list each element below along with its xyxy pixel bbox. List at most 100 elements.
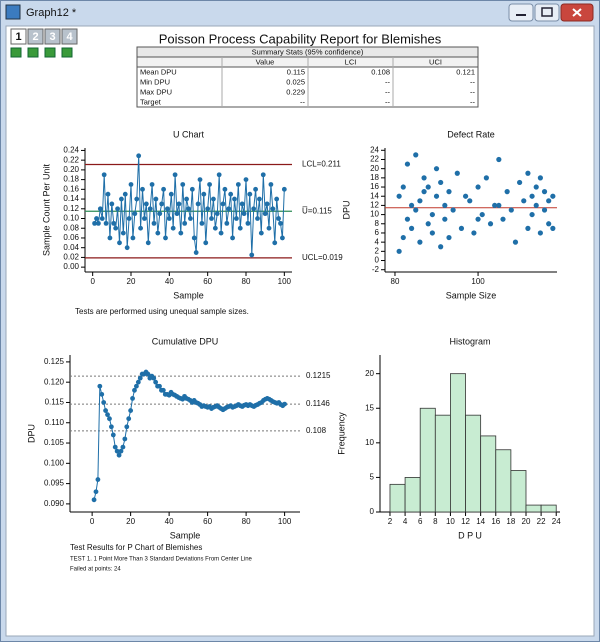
data-point <box>237 225 243 231</box>
y-tick-label: 0.22 <box>63 155 79 164</box>
data-point <box>508 207 514 213</box>
table-caption: Summary Stats (95% confidence) <box>252 47 364 56</box>
data-point <box>529 211 535 218</box>
data-point <box>136 153 142 159</box>
reference-line-label: 0.1146 <box>306 399 330 408</box>
data-point <box>101 172 107 178</box>
x-tick-label: 20 <box>126 517 135 526</box>
data-point <box>122 191 128 197</box>
y-tick-label: 0.100 <box>44 458 65 467</box>
data-point <box>124 424 130 430</box>
page-tab-label: 2 <box>32 31 38 43</box>
test-results-line: TEST 1. 1 Point More Than 3 Standard Dev… <box>70 557 253 563</box>
data-point <box>163 235 168 241</box>
data-point <box>92 220 97 226</box>
x-tick-label: 100 <box>278 277 292 286</box>
data-point <box>258 230 264 236</box>
report-title: Poisson Process Capability Report for Bl… <box>159 31 442 46</box>
data-point <box>270 206 276 212</box>
y-axis-label: Frequency <box>336 412 346 455</box>
data-point <box>132 211 138 217</box>
data-point <box>479 211 485 218</box>
y-tick-label: 0.120 <box>44 377 65 386</box>
data-point <box>266 225 272 231</box>
data-point <box>218 230 224 236</box>
data-point <box>212 225 218 231</box>
data-point <box>157 383 162 389</box>
lock-icon[interactable] <box>61 47 73 58</box>
data-point <box>280 235 285 241</box>
data-point <box>197 177 203 183</box>
data-point <box>124 245 130 251</box>
page-tab-label: 4 <box>66 31 73 43</box>
data-point <box>157 211 163 217</box>
chart-title: Histogram <box>449 336 490 346</box>
data-point <box>550 193 556 199</box>
x-tick-label: 60 <box>203 517 212 526</box>
data-point <box>120 230 126 236</box>
data-point <box>525 170 531 176</box>
data-point <box>138 225 143 231</box>
data-point <box>454 170 460 176</box>
data-point <box>199 220 205 226</box>
data-point <box>241 211 247 217</box>
data-point <box>172 172 178 178</box>
data-point <box>496 156 502 163</box>
y-tick-label: 10 <box>365 438 374 447</box>
data-point <box>247 191 253 197</box>
window-title: Graph12 * <box>26 7 77 19</box>
y-tick-label: 0.115 <box>45 398 65 407</box>
lock-icon[interactable] <box>27 47 39 58</box>
data-point <box>160 387 166 393</box>
x-tick-label: 40 <box>165 277 174 286</box>
x-axis-label: D P U <box>458 530 482 540</box>
data-point <box>99 391 105 397</box>
y-tick-label: 0 <box>370 507 375 516</box>
page-tab[interactable] <box>61 28 78 45</box>
chart-title: Cumulative DPU <box>152 336 219 346</box>
data-point <box>211 196 216 202</box>
data-point <box>122 436 128 442</box>
y-tick-label: 0.14 <box>63 194 79 203</box>
histogram-bar <box>404 477 421 513</box>
data-point <box>421 175 427 181</box>
data-point <box>135 379 141 385</box>
lock-icon[interactable] <box>44 47 56 58</box>
data-point <box>433 193 440 199</box>
close-icon <box>572 8 582 17</box>
minimize-button[interactable] <box>508 3 534 22</box>
data-point <box>239 201 245 207</box>
data-point <box>417 198 423 204</box>
data-point <box>537 175 543 181</box>
y-tick-label: -2 <box>372 265 380 274</box>
x-tick-label: 100 <box>471 277 485 286</box>
page-tab[interactable] <box>44 28 61 45</box>
data-point <box>126 216 132 221</box>
data-point <box>521 198 527 204</box>
data-point <box>209 216 214 221</box>
lock-icon[interactable] <box>10 47 22 58</box>
x-tick-label: 24 <box>552 517 561 526</box>
data-point <box>159 201 165 207</box>
data-point <box>143 201 149 207</box>
x-tick-label: 14 <box>476 517 485 526</box>
page-tab[interactable] <box>27 28 44 45</box>
page-tab[interactable] <box>10 28 27 45</box>
y-tick-label: 8 <box>375 219 380 228</box>
data-point <box>512 239 519 245</box>
data-point <box>107 235 113 241</box>
data-point <box>234 216 239 221</box>
y-tick-label: 0.090 <box>44 499 65 508</box>
data-point <box>550 225 556 231</box>
data-point <box>245 220 251 226</box>
data-point <box>134 196 140 202</box>
data-point <box>525 225 531 231</box>
x-tick-label: 12 <box>461 517 470 526</box>
y-tick-label: 0.105 <box>44 438 65 447</box>
maximize-button[interactable] <box>534 3 560 22</box>
data-point <box>109 201 115 207</box>
data-point <box>546 221 552 227</box>
page-tab-label: 3 <box>49 31 55 43</box>
data-point <box>272 240 278 246</box>
